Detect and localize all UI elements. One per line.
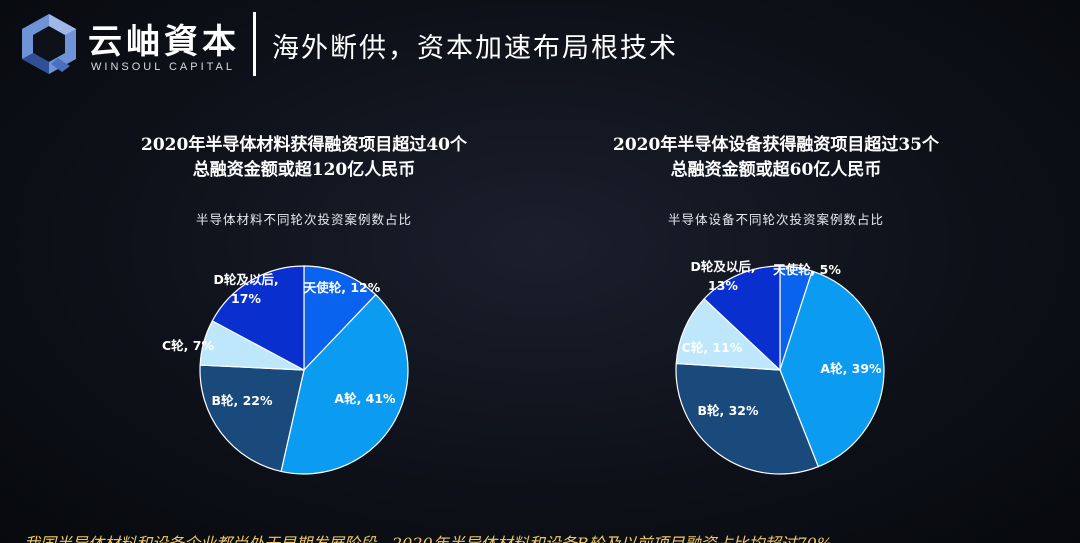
pie-slice-a-round bbox=[280, 293, 409, 475]
data-label-a-round: A轮, 41% bbox=[334, 391, 396, 406]
winsoul-logo-icon bbox=[22, 14, 76, 74]
data-label-angel-round: 天使轮, 12% bbox=[304, 280, 381, 295]
data-label-angel-round: 天使轮, 5% bbox=[773, 262, 841, 277]
data-label-d-round-and-later: D轮及以后, 17% bbox=[213, 272, 278, 306]
slide-title: 海外断供，资本加速布局根技术 bbox=[272, 33, 678, 64]
pie-slice-a-round bbox=[779, 270, 885, 468]
pie-slice-c-round bbox=[675, 297, 782, 371]
footer-note: 我国半导体材料和设备企业都尚处于早期发展阶段，2020年半导体材料和设备B轮及以… bbox=[24, 531, 1064, 543]
materials-chart-title: 半导体材料不同轮次投资案例数占比 bbox=[195, 212, 412, 227]
data-label-b-round: B轮, 22% bbox=[211, 393, 273, 408]
pie-slice-d-round-and-later bbox=[211, 265, 305, 372]
materials-chart-panel: 2020年半导体材料获得融资项目超过40个 总融资金额或超120亿人民币 半导体… bbox=[84, 128, 524, 488]
data-label-c-round: C轮, 7% bbox=[162, 338, 214, 353]
data-label-a-round: A轮, 39% bbox=[820, 361, 882, 376]
equipment-chart-title: 半导体设备不同轮次投资案例数占比 bbox=[667, 212, 884, 227]
data-label-d-round-and-later: D轮及以后, 13% bbox=[690, 259, 755, 293]
equipment-heading: 2020年半导体设备获得融资项目超过35个 总融资金额或超60亿人民币 bbox=[556, 133, 996, 183]
data-label-b-round: B轮, 32% bbox=[697, 403, 759, 418]
equipment-pie-chart: 天使轮, 5% A轮, 39% B轮, 32% C轮, 11% D轮及以后, 13% bbox=[675, 259, 885, 475]
equipment-chart-panel: 2020年半导体设备获得融资项目超过35个 总融资金额或超60亿人民币 半导体设… bbox=[556, 128, 996, 488]
pie-slice-b-round bbox=[675, 362, 820, 475]
equipment-heading-line1: 2020年半导体设备获得融资项目超过35个 bbox=[613, 135, 939, 155]
logo-chinese-name: 云岫資本 bbox=[88, 22, 240, 62]
materials-heading: 2020年半导体材料获得融资项目超过40个 总融资金额或超120亿人民币 bbox=[84, 133, 524, 183]
data-label-c-round: C轮, 11% bbox=[682, 340, 743, 355]
materials-pie-chart: 天使轮, 12% A轮, 41% B轮, 22% C轮, 7% D轮及以后, 17% bbox=[162, 265, 409, 475]
pie-slice-d-round-and-later bbox=[703, 265, 781, 372]
header-divider bbox=[253, 12, 256, 76]
pie-slice-angel-round bbox=[303, 265, 377, 372]
materials-heading-line2: 总融资金额或超120亿人民币 bbox=[192, 160, 416, 180]
pie-slice-b-round bbox=[199, 364, 305, 473]
materials-heading-line1: 2020年半导体材料获得融资项目超过40个 bbox=[141, 135, 467, 155]
equipment-heading-line2: 总融资金额或超60亿人民币 bbox=[670, 160, 882, 180]
slide-header: 云岫資本 WINSOUL CAPITAL 海外断供，资本加速布局根技术 bbox=[0, 0, 1080, 90]
logo-english-name: WINSOUL CAPITAL bbox=[91, 61, 236, 73]
